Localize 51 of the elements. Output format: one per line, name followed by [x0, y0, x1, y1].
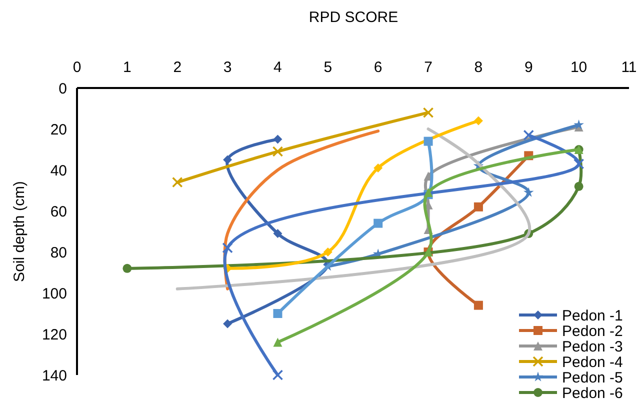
- legend-label: Pedon -3: [562, 338, 623, 356]
- point: [222, 242, 233, 254]
- y-tick-label: 0: [58, 80, 67, 98]
- point: [474, 300, 483, 310]
- point: [574, 120, 584, 130]
- legend-label: Pedon -5: [562, 369, 623, 386]
- point: [374, 163, 383, 172]
- x-tick-label: 5: [324, 59, 332, 76]
- point: [273, 309, 282, 318]
- x-tick-label: 10: [570, 59, 588, 76]
- legend-label: Pedon -6: [562, 384, 623, 402]
- point: [122, 264, 132, 273]
- x-tick-label: 0: [72, 59, 82, 76]
- y-tick-label: 100: [42, 285, 67, 302]
- x-tick-label: 8: [474, 59, 483, 76]
- point: [272, 146, 284, 157]
- legend-label: Pedon -2: [562, 322, 623, 340]
- point: [223, 155, 232, 164]
- point: [573, 158, 584, 170]
- x-tick-label: 9: [524, 59, 533, 76]
- x-axis-title: RPD SCORE: [308, 9, 398, 26]
- point: [474, 116, 483, 126]
- x-tick-label: 7: [424, 59, 432, 76]
- x-tick-label: 6: [374, 59, 382, 76]
- point: [424, 136, 433, 146]
- y-tick-label: 80: [50, 244, 67, 262]
- x-tick-label: 4: [274, 59, 282, 76]
- point: [422, 107, 434, 118]
- point: [272, 370, 284, 380]
- point: [273, 229, 282, 238]
- y-tick-label: 140: [42, 367, 67, 384]
- point: [523, 130, 534, 141]
- point: [223, 319, 232, 328]
- y-axis-title: Soil depth (cm): [11, 181, 28, 282]
- x-tick-label: 11: [621, 59, 637, 76]
- x-tick-label: 1: [123, 59, 132, 76]
- point: [474, 202, 483, 212]
- x-tick-label: 2: [173, 59, 182, 76]
- y-tick-label: 60: [50, 203, 67, 220]
- y-tick-label: 40: [50, 162, 67, 180]
- legend-label: Pedon -1: [562, 307, 623, 324]
- point: [374, 218, 383, 228]
- point: [524, 187, 534, 197]
- y-tick-label: 120: [42, 326, 67, 344]
- y-tick-label: 20: [50, 121, 67, 138]
- point: [323, 248, 332, 256]
- point: [574, 182, 584, 191]
- x-tick-label: 3: [223, 59, 232, 76]
- legend-label: Pedon -4: [562, 354, 623, 371]
- point: [273, 134, 282, 144]
- point: [172, 176, 183, 188]
